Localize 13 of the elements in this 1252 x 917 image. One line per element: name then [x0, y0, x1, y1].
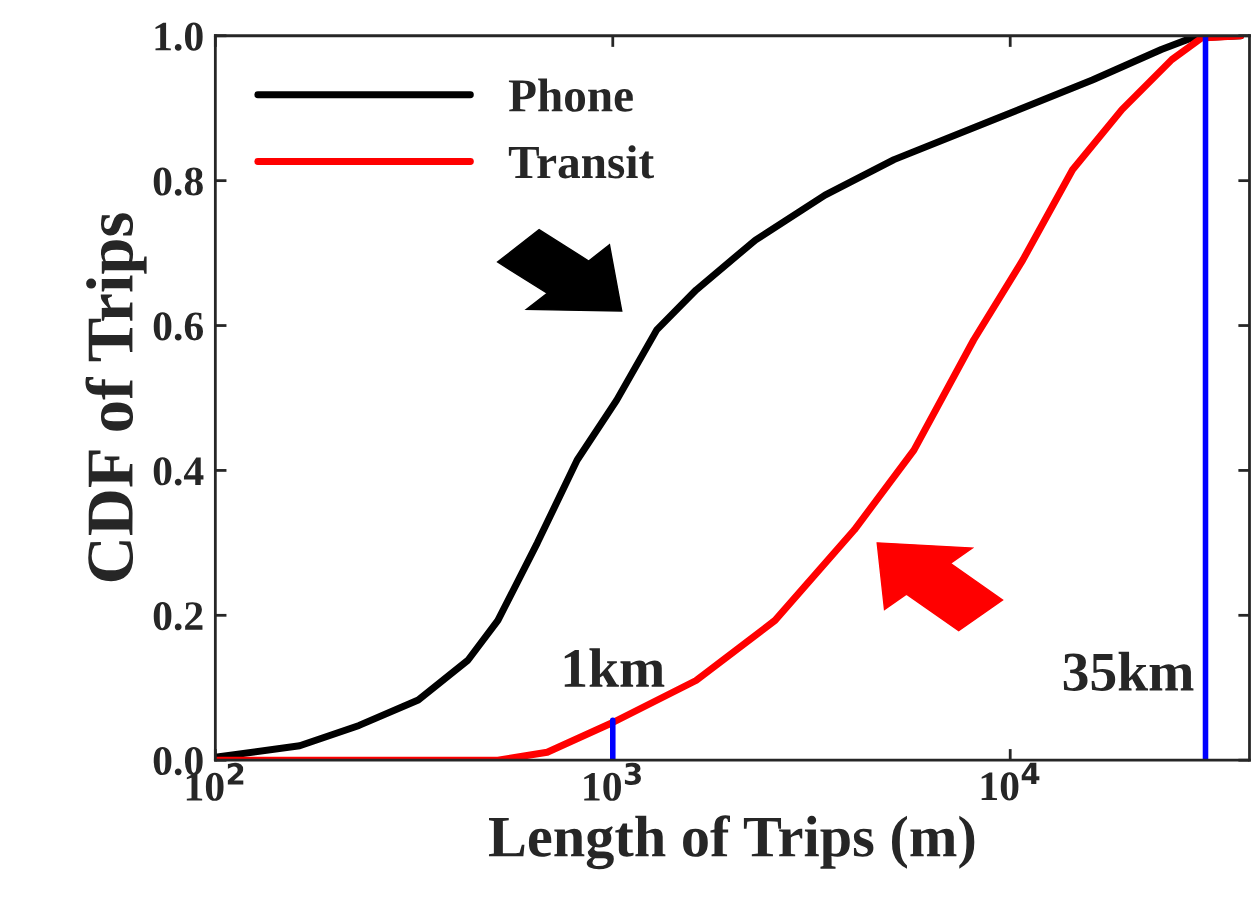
- annotation: 1km: [564, 648, 665, 687]
- ref-line-label: 35km: [1063, 651, 1194, 691]
- legend-label: Transit: [508, 145, 654, 179]
- x-tick-label: 10$^{4}$: [981, 762, 1040, 801]
- x-axis-title: Length of Trips (m): [488, 815, 975, 870]
- y-tick-label: 1.0: [155, 22, 203, 51]
- y-tick-label: 0.2: [153, 602, 203, 631]
- y-tick-label: 0.4: [153, 457, 204, 486]
- y-tick-label: 0.8: [153, 167, 203, 196]
- y-tick-label: 0.6: [153, 312, 204, 341]
- y-axis-title: CDF of Trips: [85, 213, 147, 582]
- legend-label: Phone: [508, 78, 633, 112]
- x-tick-label: 10$^{3}$: [584, 762, 641, 801]
